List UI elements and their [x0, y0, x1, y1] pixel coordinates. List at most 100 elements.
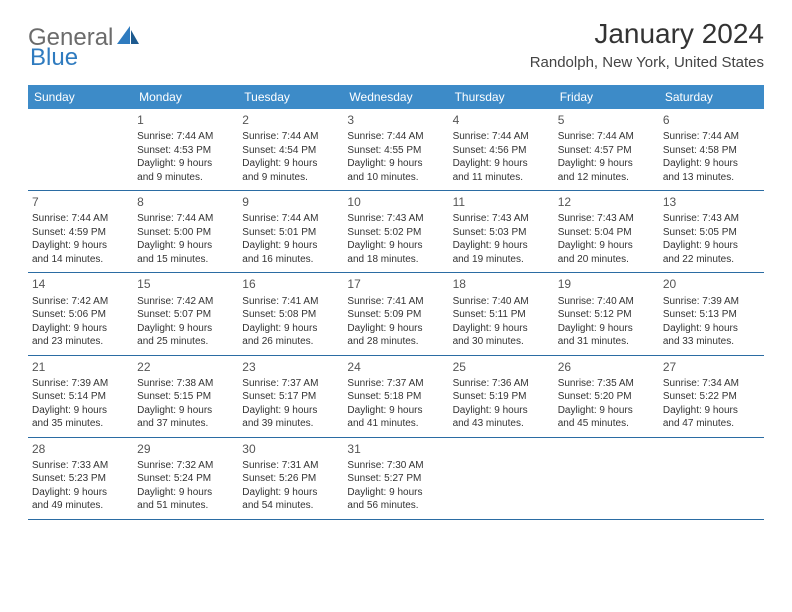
day-number: 11 — [453, 194, 550, 210]
daylight-text: and 26 minutes. — [242, 335, 339, 349]
daylight-text: and 15 minutes. — [137, 253, 234, 267]
daylight-text: and 45 minutes. — [558, 417, 655, 431]
daylight-text: Daylight: 9 hours — [558, 157, 655, 171]
calendar-day: 24Sunrise: 7:37 AMSunset: 5:18 PMDayligh… — [343, 356, 448, 437]
calendar-day: 29Sunrise: 7:32 AMSunset: 5:24 PMDayligh… — [133, 438, 238, 519]
sunrise-text: Sunrise: 7:31 AM — [242, 459, 339, 473]
calendar-day: 18Sunrise: 7:40 AMSunset: 5:11 PMDayligh… — [449, 273, 554, 354]
sunrise-text: Sunrise: 7:43 AM — [558, 212, 655, 226]
sunrise-text: Sunrise: 7:44 AM — [242, 130, 339, 144]
daylight-text: Daylight: 9 hours — [242, 404, 339, 418]
sunset-text: Sunset: 5:12 PM — [558, 308, 655, 322]
calendar-day: 30Sunrise: 7:31 AMSunset: 5:26 PMDayligh… — [238, 438, 343, 519]
day-number: 19 — [558, 276, 655, 292]
daylight-text: Daylight: 9 hours — [347, 404, 444, 418]
sunset-text: Sunset: 4:53 PM — [137, 144, 234, 158]
day-number: 6 — [663, 112, 760, 128]
daylight-text: Daylight: 9 hours — [32, 322, 129, 336]
day-number: 9 — [242, 194, 339, 210]
calendar-day: 10Sunrise: 7:43 AMSunset: 5:02 PMDayligh… — [343, 191, 448, 272]
sunset-text: Sunset: 5:15 PM — [137, 390, 234, 404]
weekday-label: Wednesday — [343, 85, 448, 109]
calendar-day: 25Sunrise: 7:36 AMSunset: 5:19 PMDayligh… — [449, 356, 554, 437]
sunrise-text: Sunrise: 7:37 AM — [347, 377, 444, 391]
sunset-text: Sunset: 4:54 PM — [242, 144, 339, 158]
daylight-text: and 54 minutes. — [242, 499, 339, 513]
weekday-header: SundayMondayTuesdayWednesdayThursdayFrid… — [28, 85, 764, 109]
daylight-text: and 31 minutes. — [558, 335, 655, 349]
sunrise-text: Sunrise: 7:44 AM — [663, 130, 760, 144]
daylight-text: Daylight: 9 hours — [663, 322, 760, 336]
day-number: 17 — [347, 276, 444, 292]
daylight-text: Daylight: 9 hours — [347, 322, 444, 336]
daylight-text: Daylight: 9 hours — [137, 486, 234, 500]
day-number: 22 — [137, 359, 234, 375]
sunrise-text: Sunrise: 7:42 AM — [137, 295, 234, 309]
calendar-day: 13Sunrise: 7:43 AMSunset: 5:05 PMDayligh… — [659, 191, 764, 272]
daylight-text: and 43 minutes. — [453, 417, 550, 431]
daylight-text: Daylight: 9 hours — [32, 486, 129, 500]
daylight-text: Daylight: 9 hours — [453, 239, 550, 253]
daylight-text: and 11 minutes. — [453, 171, 550, 185]
calendar-day: 28Sunrise: 7:33 AMSunset: 5:23 PMDayligh… — [28, 438, 133, 519]
day-number: 18 — [453, 276, 550, 292]
calendar-day-empty — [659, 438, 764, 519]
day-number: 4 — [453, 112, 550, 128]
sunrise-text: Sunrise: 7:39 AM — [663, 295, 760, 309]
sunset-text: Sunset: 4:55 PM — [347, 144, 444, 158]
daylight-text: and 33 minutes. — [663, 335, 760, 349]
daylight-text: Daylight: 9 hours — [453, 157, 550, 171]
calendar-day: 23Sunrise: 7:37 AMSunset: 5:17 PMDayligh… — [238, 356, 343, 437]
calendar-day: 5Sunrise: 7:44 AMSunset: 4:57 PMDaylight… — [554, 109, 659, 190]
day-number: 16 — [242, 276, 339, 292]
sunset-text: Sunset: 5:13 PM — [663, 308, 760, 322]
sunset-text: Sunset: 5:06 PM — [32, 308, 129, 322]
sunrise-text: Sunrise: 7:44 AM — [558, 130, 655, 144]
daylight-text: and 18 minutes. — [347, 253, 444, 267]
sunrise-text: Sunrise: 7:39 AM — [32, 377, 129, 391]
calendar-week: 21Sunrise: 7:39 AMSunset: 5:14 PMDayligh… — [28, 356, 764, 438]
day-number: 10 — [347, 194, 444, 210]
sunrise-text: Sunrise: 7:34 AM — [663, 377, 760, 391]
sunset-text: Sunset: 5:19 PM — [453, 390, 550, 404]
header: General January 2024 Randolph, New York,… — [28, 18, 764, 71]
daylight-text: Daylight: 9 hours — [137, 157, 234, 171]
sunrise-text: Sunrise: 7:43 AM — [453, 212, 550, 226]
sunrise-text: Sunrise: 7:38 AM — [137, 377, 234, 391]
day-number: 5 — [558, 112, 655, 128]
title-block: January 2024 Randolph, New York, United … — [530, 18, 764, 71]
daylight-text: Daylight: 9 hours — [453, 322, 550, 336]
daylight-text: Daylight: 9 hours — [558, 239, 655, 253]
day-number: 8 — [137, 194, 234, 210]
sunset-text: Sunset: 5:04 PM — [558, 226, 655, 240]
daylight-text: and 22 minutes. — [663, 253, 760, 267]
calendar-day: 7Sunrise: 7:44 AMSunset: 4:59 PMDaylight… — [28, 191, 133, 272]
sunrise-text: Sunrise: 7:44 AM — [453, 130, 550, 144]
sunset-text: Sunset: 5:01 PM — [242, 226, 339, 240]
day-number: 7 — [32, 194, 129, 210]
weekday-label: Saturday — [659, 85, 764, 109]
calendar-day: 4Sunrise: 7:44 AMSunset: 4:56 PMDaylight… — [449, 109, 554, 190]
sunset-text: Sunset: 5:03 PM — [453, 226, 550, 240]
weekday-label: Thursday — [449, 85, 554, 109]
day-number: 2 — [242, 112, 339, 128]
calendar-day: 1Sunrise: 7:44 AMSunset: 4:53 PMDaylight… — [133, 109, 238, 190]
sunrise-text: Sunrise: 7:35 AM — [558, 377, 655, 391]
daylight-text: and 35 minutes. — [32, 417, 129, 431]
sunset-text: Sunset: 5:24 PM — [137, 472, 234, 486]
daylight-text: Daylight: 9 hours — [242, 322, 339, 336]
location: Randolph, New York, United States — [530, 54, 764, 71]
daylight-text: Daylight: 9 hours — [453, 404, 550, 418]
calendar-day: 2Sunrise: 7:44 AMSunset: 4:54 PMDaylight… — [238, 109, 343, 190]
daylight-text: and 30 minutes. — [453, 335, 550, 349]
daylight-text: Daylight: 9 hours — [663, 157, 760, 171]
sunset-text: Sunset: 5:26 PM — [242, 472, 339, 486]
sunset-text: Sunset: 5:22 PM — [663, 390, 760, 404]
sunrise-text: Sunrise: 7:42 AM — [32, 295, 129, 309]
calendar-day: 12Sunrise: 7:43 AMSunset: 5:04 PMDayligh… — [554, 191, 659, 272]
sunrise-text: Sunrise: 7:40 AM — [453, 295, 550, 309]
daylight-text: and 16 minutes. — [242, 253, 339, 267]
daylight-text: Daylight: 9 hours — [242, 486, 339, 500]
daylight-text: Daylight: 9 hours — [347, 239, 444, 253]
calendar-day: 16Sunrise: 7:41 AMSunset: 5:08 PMDayligh… — [238, 273, 343, 354]
